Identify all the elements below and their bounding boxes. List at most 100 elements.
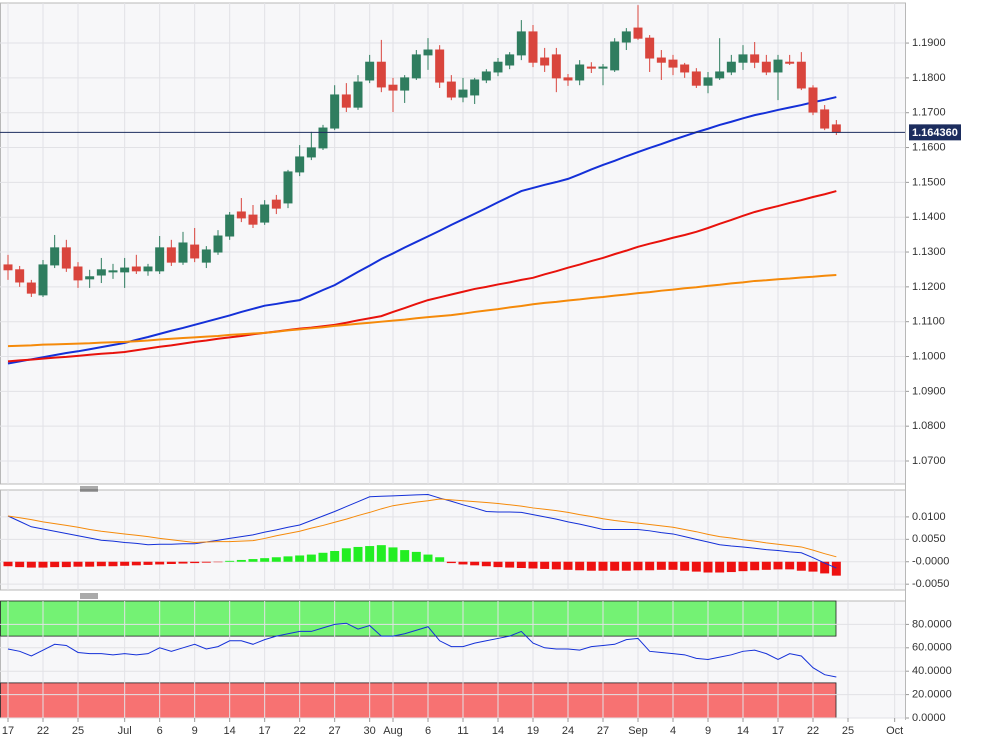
moving-average-line xyxy=(7,96,837,365)
histogram-bar xyxy=(726,561,736,573)
histogram-bar xyxy=(131,561,141,566)
indicator-line xyxy=(7,498,837,558)
histogram-bar xyxy=(166,561,176,564)
candle-body xyxy=(26,282,36,294)
histogram-bar xyxy=(738,561,748,572)
histogram-bar xyxy=(15,561,25,568)
histogram-bar xyxy=(796,561,806,571)
candle-body xyxy=(598,66,608,69)
zone-band xyxy=(0,600,837,637)
histogram-bar xyxy=(820,561,830,574)
candle-body xyxy=(376,61,386,88)
histogram-bar xyxy=(633,561,643,571)
x-tick-label: 17 xyxy=(772,725,784,737)
histogram-bar xyxy=(190,561,200,564)
histogram-bar xyxy=(330,550,340,562)
candle-body xyxy=(656,57,666,63)
y-tick-label: 1.1800 xyxy=(912,72,946,84)
resize-handle[interactable] xyxy=(80,593,98,599)
candle-body xyxy=(785,61,795,64)
histogram-bar xyxy=(586,561,596,571)
y-tick-label: 0.0100 xyxy=(912,511,946,523)
candle-body xyxy=(108,270,118,273)
candle-body xyxy=(365,61,375,81)
x-tick-label: 6 xyxy=(157,725,163,737)
histogram-bar xyxy=(831,561,841,576)
histogram-bar xyxy=(691,561,701,572)
x-tick-label: 14 xyxy=(492,725,504,737)
candle-body xyxy=(353,81,363,108)
candle-body xyxy=(15,269,25,283)
histogram-bar xyxy=(750,561,760,571)
histogram-bar xyxy=(446,561,456,564)
x-tick-label: 30 xyxy=(364,725,376,737)
x-tick-label: 25 xyxy=(842,725,854,737)
histogram-bar xyxy=(411,551,421,562)
x-tick-label: 9 xyxy=(705,725,711,737)
histogram-bar xyxy=(680,561,690,571)
candle-body xyxy=(341,94,351,108)
candle-body xyxy=(271,199,281,209)
y-tick-label: -0.0050 xyxy=(912,578,949,590)
histogram-bar xyxy=(248,559,258,562)
histogram-bar xyxy=(201,561,211,563)
histogram-bar xyxy=(423,554,433,562)
x-tick-label: 22 xyxy=(37,725,49,737)
zone-band xyxy=(0,682,837,719)
price-label-box xyxy=(909,124,961,141)
candle-body xyxy=(808,87,818,113)
candle-body xyxy=(703,77,713,86)
candle-body xyxy=(61,247,71,269)
candle-body xyxy=(458,89,468,98)
y-tick-label: 0.0000 xyxy=(912,712,946,724)
candle-body xyxy=(750,54,760,63)
resize-handle[interactable] xyxy=(80,486,98,492)
histogram-bar xyxy=(785,561,795,570)
chart-layer: 1.0700 1.0800 1.0900 1.1000 1.1100 1.1200 1.13… xyxy=(0,2,961,737)
indicator-line xyxy=(7,493,837,569)
x-tick-label: 22 xyxy=(807,725,819,737)
candle-body xyxy=(540,57,550,66)
histogram-bar xyxy=(155,561,165,565)
histogram-bar xyxy=(668,561,678,570)
histogram-bar xyxy=(598,561,608,571)
candle-body xyxy=(668,59,678,68)
candle-body xyxy=(586,66,596,69)
histogram-bar xyxy=(236,559,246,562)
candle-body xyxy=(131,266,141,272)
histogram-bar xyxy=(575,561,585,571)
histogram-bar xyxy=(435,557,445,562)
y-tick-label: 1.1000 xyxy=(912,350,946,362)
histogram-bar xyxy=(96,561,106,567)
histogram-bar xyxy=(563,561,573,570)
histogram-bar xyxy=(551,561,561,570)
candle-body xyxy=(400,77,410,91)
x-tick-label: Sep xyxy=(628,725,648,737)
moving-average-line xyxy=(7,190,837,363)
candle-body xyxy=(85,276,95,280)
histogram-bar xyxy=(388,547,398,562)
histogram-bar xyxy=(73,561,83,567)
candle-body xyxy=(831,124,841,133)
candle-body xyxy=(551,54,561,79)
candle-body xyxy=(738,54,748,63)
histogram-bar xyxy=(283,556,293,562)
histogram-bar xyxy=(365,546,375,562)
candle-body xyxy=(96,269,106,276)
candle-body xyxy=(796,61,806,89)
plot-area xyxy=(0,489,906,591)
candle-body xyxy=(143,266,153,272)
candle-body xyxy=(330,94,340,129)
x-tick-label: 11 xyxy=(457,725,468,737)
y-tick-label: 1.1900 xyxy=(912,37,946,49)
histogram-bar xyxy=(516,561,526,569)
candle-body xyxy=(516,31,526,56)
candle-body xyxy=(38,264,48,296)
histogram-bar xyxy=(703,561,713,573)
histogram-bar xyxy=(143,561,153,565)
x-tick-label: Jul xyxy=(118,725,132,737)
candle-body xyxy=(423,49,433,56)
price-label: 1.164360 xyxy=(912,127,958,139)
candle-body xyxy=(493,61,503,73)
